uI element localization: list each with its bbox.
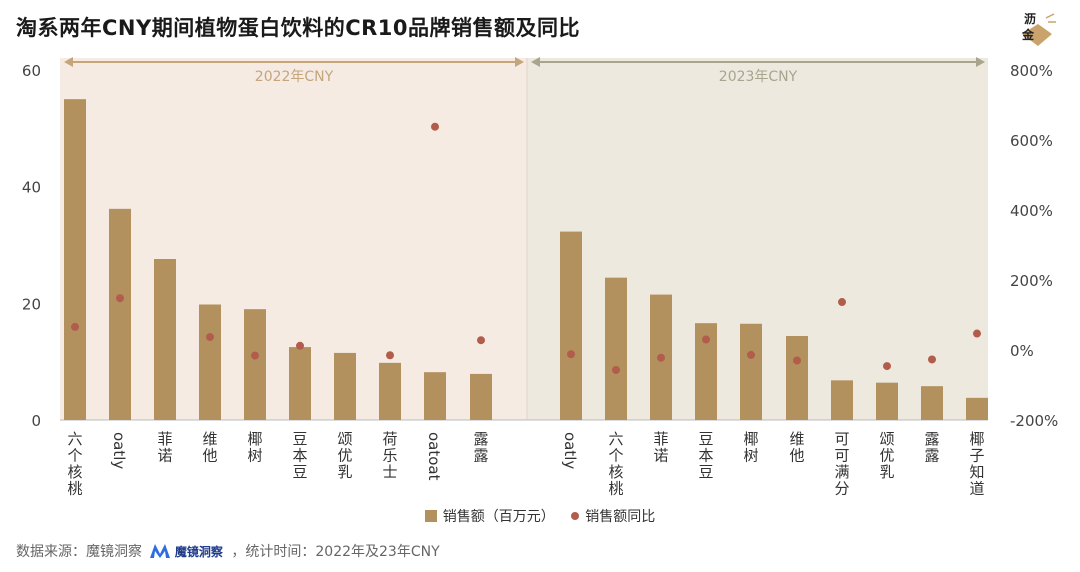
yoy-dot xyxy=(71,322,79,331)
sales-bar xyxy=(379,362,401,420)
category-label: 椰子知道 xyxy=(969,430,984,498)
y-right-tick-label: 800% xyxy=(1010,62,1053,80)
category-label: 菲诺 xyxy=(157,430,172,465)
yoy-dot xyxy=(702,335,710,344)
y-right-tick-label: 400% xyxy=(1010,202,1053,220)
moojing-logo: 魔镜洞察 xyxy=(150,543,223,560)
category-label: 椰树 xyxy=(743,430,758,465)
logo-char-1: 沥 xyxy=(1024,12,1037,26)
sales-bar xyxy=(605,277,627,420)
category-label: 颂优乳 xyxy=(337,430,352,481)
category-label: 荷乐士 xyxy=(382,430,397,481)
logo-char-2: 金 xyxy=(1022,28,1035,42)
category-label: 露露 xyxy=(473,430,488,465)
yoy-dot xyxy=(251,351,259,360)
source-prefix: 数据来源：魔镜洞察 xyxy=(16,544,142,560)
sales-bar xyxy=(64,99,86,421)
group-header-arrow-left-0 xyxy=(64,57,73,67)
sales-bar xyxy=(831,380,853,420)
yoy-dot xyxy=(296,341,304,350)
chart: 2022年CNY 2023年CNY 0 20 40 60 -200% 0% 200% 400% 60… xyxy=(22,57,1058,498)
source-suffix: ，统计时间：2022年及23年CNY xyxy=(231,544,440,560)
y-left-tick-label: 60 xyxy=(22,62,41,80)
y-left-tick-label: 0 xyxy=(31,412,41,430)
sales-bar xyxy=(786,336,808,420)
category-label: oatly xyxy=(110,432,128,469)
category-label: oatly xyxy=(561,432,579,469)
sales-bar xyxy=(199,304,221,420)
y-left-tick-label: 40 xyxy=(22,179,41,197)
sales-bar xyxy=(109,208,131,420)
category-label: 六个核桃 xyxy=(608,430,623,498)
group-header-arrow-right-0 xyxy=(515,57,524,67)
yoy-dot xyxy=(386,351,394,360)
yoy-dot xyxy=(431,122,439,131)
sales-bar xyxy=(921,386,943,420)
group-header-arrow-left-1 xyxy=(531,57,540,67)
sales-bar xyxy=(334,352,356,420)
sales-bar xyxy=(289,347,311,420)
sales-bar xyxy=(695,323,717,420)
category-label: 六个核桃 xyxy=(67,430,82,498)
source-note: 数据来源：魔镜洞察 魔镜洞察 ，统计时间：2022年及23年CNY xyxy=(16,541,440,561)
yoy-dot xyxy=(838,298,846,307)
category-label: 颂优乳 xyxy=(879,430,894,481)
yoy-dot xyxy=(477,336,485,345)
yoy-dot xyxy=(973,329,981,338)
legend-label-yoy: 销售额同比 xyxy=(585,509,656,525)
brand-logo: 沥 金 xyxy=(1016,10,1058,50)
category-label: 菲诺 xyxy=(653,430,668,465)
category-label: 露露 xyxy=(924,430,939,465)
legend-bar-swatch xyxy=(424,510,437,522)
sales-bar xyxy=(560,231,582,420)
yoy-dot xyxy=(206,333,214,342)
category-label: 豆本豆 xyxy=(292,430,307,481)
y-right-tick-label: 200% xyxy=(1010,272,1053,290)
yoy-dot xyxy=(567,350,575,359)
legend: 销售额（百万元） 销售额同比 xyxy=(0,506,1080,526)
yoy-dot xyxy=(928,355,936,364)
yoy-dot xyxy=(657,353,665,362)
sales-bar xyxy=(154,259,176,420)
sales-bar xyxy=(740,323,762,420)
category-label: oatoat xyxy=(425,432,443,481)
y-right-tick-label: 0% xyxy=(1010,342,1034,360)
y-right-tick-label: -200% xyxy=(1010,412,1058,430)
category-label: 椰树 xyxy=(247,430,262,465)
sales-bar xyxy=(966,397,988,420)
yoy-dot xyxy=(883,362,891,371)
sales-bar xyxy=(470,373,492,420)
yoy-dot xyxy=(747,350,755,359)
legend-item-sales: 销售额（百万元） xyxy=(424,506,555,526)
yoy-dot xyxy=(793,356,801,365)
yoy-dot xyxy=(612,365,620,374)
sales-bar xyxy=(424,372,446,420)
category-label: 维他 xyxy=(202,430,217,465)
y-right-tick-label: 600% xyxy=(1010,132,1053,150)
legend-item-yoy: 销售额同比 xyxy=(571,506,655,526)
y-left-tick-label: 20 xyxy=(22,295,41,313)
category-label: 维他 xyxy=(789,430,804,465)
legend-dot-swatch xyxy=(571,512,580,520)
group-label: 2022年CNY xyxy=(255,69,334,85)
yoy-dot xyxy=(116,294,124,303)
legend-label-sales: 销售额（百万元） xyxy=(442,509,555,525)
chart-title: 淘系两年CNY期间植物蛋白饮料的CR10品牌销售额及同比 xyxy=(16,16,580,40)
sales-bar xyxy=(876,382,898,420)
moojing-logo-text: 魔镜洞察 xyxy=(174,544,223,559)
category-label: 豆本豆 xyxy=(698,430,713,481)
group-header-arrow-right-1 xyxy=(976,57,985,67)
group-label: 2023年CNY xyxy=(719,69,798,85)
sales-bar xyxy=(244,309,266,420)
category-label: 可可满分 xyxy=(834,430,849,498)
